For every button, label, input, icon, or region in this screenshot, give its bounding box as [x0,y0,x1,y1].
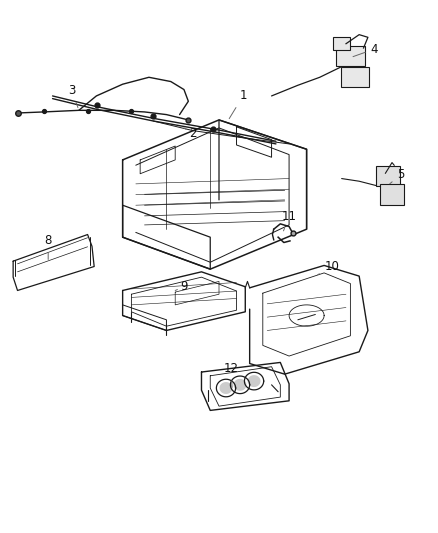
Polygon shape [220,383,232,393]
Text: 5: 5 [390,168,404,184]
FancyBboxPatch shape [341,67,369,87]
Text: 10: 10 [318,260,339,274]
Text: 12: 12 [224,362,239,387]
Text: 8: 8 [45,235,52,260]
FancyBboxPatch shape [376,166,399,186]
Text: 9: 9 [175,280,188,293]
Text: 1: 1 [229,90,247,119]
Text: 3: 3 [69,84,78,108]
Text: 4: 4 [353,43,378,56]
Polygon shape [234,379,246,390]
FancyBboxPatch shape [333,37,350,50]
Text: 11: 11 [282,210,297,231]
FancyBboxPatch shape [336,46,364,66]
Polygon shape [248,376,260,386]
Text: 2: 2 [184,127,197,140]
FancyBboxPatch shape [380,184,404,205]
